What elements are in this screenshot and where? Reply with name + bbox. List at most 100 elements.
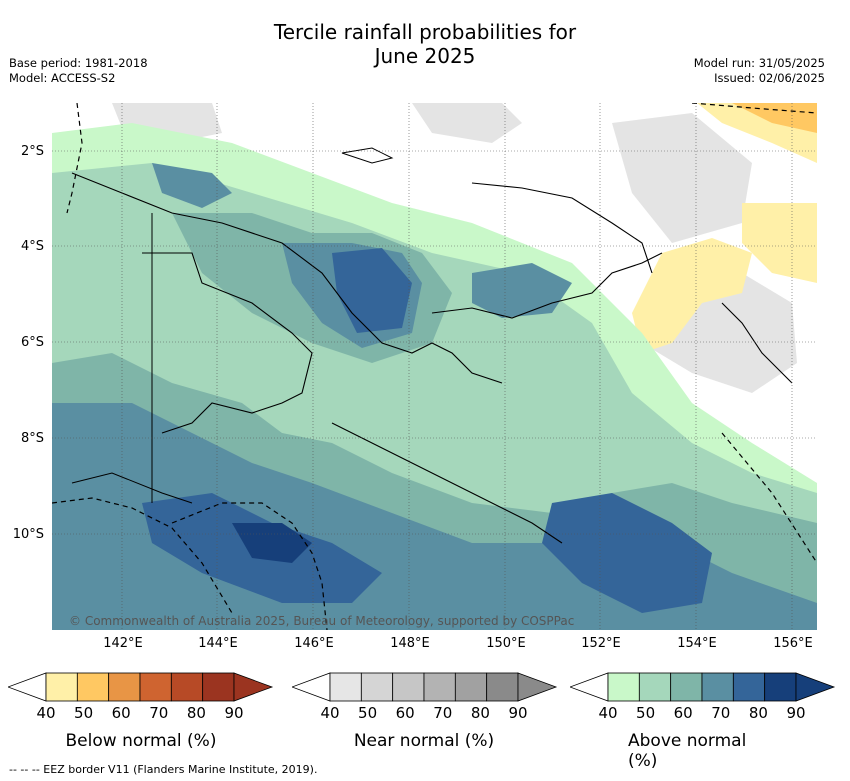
coastline — [431, 252, 663, 319]
near-normal-title: Near normal (%) — [353, 731, 495, 751]
colorbar-swatch — [108, 672, 141, 702]
below-normal-zone — [632, 238, 752, 353]
island — [341, 147, 394, 164]
lat-label: 2°S — [20, 144, 44, 159]
tick-label: 50 — [358, 704, 378, 722]
coastline — [142, 252, 313, 434]
colorbar-swatch — [701, 672, 734, 702]
colorbar-swatch — [360, 672, 394, 702]
colorbar-under — [570, 672, 609, 702]
colorbar-swatch — [638, 672, 672, 702]
colorbar-swatch — [139, 672, 172, 702]
tick-label: 80 — [186, 704, 206, 722]
above-normal-zone — [542, 493, 712, 613]
above-normal-zone — [232, 523, 312, 563]
above-normal-title: Above normal (%) — [628, 731, 747, 771]
eez-border — [171, 502, 328, 630]
tick-label: 70 — [149, 704, 169, 722]
colorbar-swatch — [670, 672, 703, 702]
model-run-date: Model run: 31/05/2025 — [693, 56, 825, 70]
eez-border — [66, 103, 83, 214]
above-normal-zone — [152, 163, 232, 208]
colorbar-over — [517, 672, 558, 702]
coastline — [331, 422, 563, 544]
title-line-1: Tercile rainfall probabilities for — [273, 20, 577, 44]
tick-label: 90 — [224, 704, 244, 722]
below-normal-colorbar — [8, 672, 274, 702]
tick-label: 40 — [320, 704, 340, 722]
colorbar-swatch — [76, 672, 110, 702]
colorbar-swatch — [423, 672, 456, 702]
tick-label: 40 — [598, 704, 618, 722]
colorbar-swatch — [454, 672, 488, 702]
lat-label: 6°S — [20, 335, 44, 350]
lon-label: 142°E — [103, 636, 143, 651]
issued-date: Issued: 02/06/2025 — [714, 71, 825, 85]
lat-label: 4°S — [20, 239, 44, 254]
eez-border — [691, 103, 817, 114]
coastline — [71, 472, 193, 504]
tick-label: 60 — [111, 704, 131, 722]
below-normal-title: Below normal (%) — [65, 731, 217, 751]
lon-label: 152°E — [581, 636, 621, 651]
coastline — [71, 172, 503, 384]
colorbar-swatches — [329, 672, 519, 702]
colorbar-under — [8, 672, 47, 702]
tick-label: 70 — [711, 704, 731, 722]
below-normal-zone — [742, 203, 817, 283]
map-title: Tercile rainfall probabilities for June … — [0, 20, 850, 68]
eez-footnote: -- -- -- EEZ border V11 (Flanders Marine… — [9, 763, 318, 776]
model-name: Model: ACCESS-S2 — [9, 71, 116, 85]
tick-label: 80 — [748, 704, 768, 722]
title-line-2: June 2025 — [374, 44, 476, 68]
colorbar-swatch — [392, 672, 425, 702]
colorbar-swatch — [170, 672, 204, 702]
near-normal-zone — [412, 103, 522, 143]
colorbar-swatch — [202, 672, 235, 702]
white-zone — [52, 103, 817, 503]
lon-label: 156°E — [773, 636, 813, 651]
colorbar-swatches — [607, 672, 797, 702]
tick-label: 60 — [673, 704, 693, 722]
colorbar-swatch — [45, 672, 78, 702]
coastline — [471, 182, 653, 274]
lat-label: 10°S — [12, 527, 44, 542]
tick-label: 50 — [74, 704, 94, 722]
below-normal-zone — [732, 103, 817, 133]
tick-label: 80 — [470, 704, 490, 722]
colorbar-swatches — [45, 672, 235, 702]
probability-map — [52, 103, 817, 630]
model-info: Base period: 1981-2018 Model: ACCESS-S2 — [9, 56, 148, 86]
above-normal-zone — [472, 263, 572, 318]
colorbar-over — [795, 672, 836, 702]
colorbar-swatch — [486, 672, 519, 702]
map-canvas — [52, 103, 817, 630]
run-info: Model run: 31/05/2025 Issued: 02/06/2025 — [694, 56, 825, 86]
colorbar-swatch — [329, 672, 362, 702]
graticule — [52, 103, 817, 630]
near-normal-colorbar — [292, 672, 558, 702]
lon-label: 154°E — [677, 636, 717, 651]
copyright-notice: © Commonwealth of Australia 2025, Bureau… — [69, 614, 575, 628]
colorbar-over — [233, 672, 274, 702]
coastline — [721, 302, 793, 384]
tick-label: 90 — [786, 704, 806, 722]
tick-label: 40 — [36, 704, 56, 722]
above-normal-zone — [332, 248, 412, 333]
lon-label: 146°E — [294, 636, 334, 651]
colorbar-swatch — [732, 672, 766, 702]
colorbar-swatch — [764, 672, 797, 702]
tick-label: 90 — [508, 704, 528, 722]
tick-label: 50 — [636, 704, 656, 722]
base-period: Base period: 1981-2018 — [9, 56, 148, 70]
lat-label: 8°S — [20, 431, 44, 446]
lon-label: 150°E — [486, 636, 526, 651]
colorbar-swatch — [607, 672, 640, 702]
lon-label: 148°E — [390, 636, 430, 651]
above-normal-colorbar — [570, 672, 836, 702]
near-normal-zone — [612, 113, 752, 243]
tick-label: 70 — [433, 704, 453, 722]
tick-label: 60 — [395, 704, 415, 722]
eez-border — [52, 497, 233, 614]
colorbar-under — [292, 672, 331, 702]
